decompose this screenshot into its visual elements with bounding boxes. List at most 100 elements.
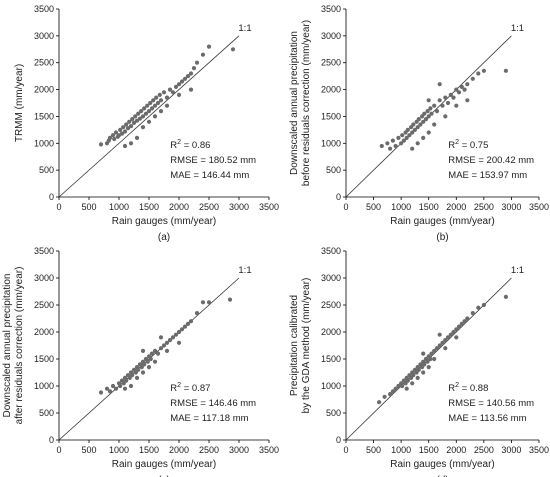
data-point <box>146 365 152 370</box>
data-point <box>459 84 464 89</box>
data-point <box>155 100 161 106</box>
data-point <box>454 327 459 332</box>
y-tick-label: 1000 <box>34 381 54 391</box>
data-point <box>432 348 437 353</box>
data-point <box>122 143 128 149</box>
y-tick-label: 1500 <box>34 354 54 364</box>
data-point <box>411 122 416 127</box>
data-point <box>421 119 426 124</box>
data-point <box>465 82 470 87</box>
data-point <box>404 386 409 391</box>
x-tick-label: 1500 <box>139 445 159 455</box>
data-point <box>134 375 140 380</box>
one-to-one-line <box>58 35 240 198</box>
data-point <box>400 133 405 138</box>
data-point <box>188 319 194 324</box>
data-point <box>451 329 456 335</box>
y-tick-label: 3500 <box>321 4 341 14</box>
data-point <box>401 138 406 143</box>
data-point <box>118 127 123 132</box>
chart-panel-4: 0 500 1000 1500 2000 2500 3000 3500 0 500 1000 1500… <box>289 246 549 477</box>
data-point <box>411 373 416 378</box>
data-point <box>390 389 395 394</box>
y-tick-label: 3500 <box>34 246 54 256</box>
one-to-one-label: 1:1 <box>511 265 524 276</box>
data-point <box>421 351 426 356</box>
data-point <box>110 133 116 138</box>
x-tick-label: 500 <box>81 445 96 455</box>
data-point <box>136 367 141 372</box>
data-point <box>377 400 382 405</box>
data-point <box>396 383 401 389</box>
x-tick-label: 2000 <box>446 202 466 212</box>
x-tick-label: 2500 <box>199 202 219 212</box>
y-tick-label: 500 <box>39 165 54 175</box>
x-tick-label: 3500 <box>259 202 279 212</box>
y-axis-label: after residuals correction (mm/year) <box>14 267 25 425</box>
data-point <box>149 351 155 356</box>
x-tick-label: 1500 <box>139 202 159 212</box>
y-tick-label: 2000 <box>34 85 54 95</box>
data-point <box>104 386 110 391</box>
data-point <box>164 348 170 353</box>
data-point <box>131 120 137 125</box>
data-point <box>423 117 429 122</box>
data-point <box>139 109 144 114</box>
rmse-label: RMSE = 180.52 mm <box>170 155 256 166</box>
x-tick-label: 500 <box>366 445 381 455</box>
data-point <box>130 117 135 122</box>
data-point <box>388 392 393 397</box>
x-tick-label: 2500 <box>474 445 494 455</box>
data-point <box>428 356 433 362</box>
data-point <box>415 375 420 380</box>
y-tick-label: 0 <box>336 435 341 445</box>
data-point <box>440 340 445 345</box>
data-point <box>188 71 194 76</box>
data-point <box>456 324 462 329</box>
data-point <box>465 316 470 321</box>
y-tick-label: 1000 <box>34 138 54 148</box>
data-point <box>136 111 141 116</box>
data-point <box>382 394 387 399</box>
data-point <box>176 340 182 345</box>
data-point <box>393 386 398 391</box>
data-point <box>142 106 147 111</box>
data-point <box>456 90 462 95</box>
data-point <box>142 362 147 367</box>
data-point <box>164 95 170 100</box>
data-point <box>127 119 132 124</box>
data-point <box>421 370 426 375</box>
data-point <box>432 103 437 108</box>
data-point <box>454 103 459 108</box>
data-point <box>164 103 170 108</box>
data-point <box>158 335 164 340</box>
y-axis-label: by the GDA method (mm/year) <box>301 278 312 414</box>
data-point <box>158 109 164 114</box>
y-axis-label: Precipitation calibrated <box>289 295 300 396</box>
data-point <box>440 103 445 108</box>
data-point <box>437 82 442 87</box>
data-point <box>481 302 486 308</box>
data-point <box>122 386 128 391</box>
x-tick-label: 3000 <box>501 202 521 212</box>
data-point <box>404 135 409 140</box>
data-point <box>134 135 140 140</box>
data-point <box>434 346 440 351</box>
data-point <box>146 109 152 114</box>
data-point <box>393 143 398 149</box>
data-point <box>422 111 427 116</box>
y-tick-label: 1000 <box>321 138 341 148</box>
data-point <box>167 338 173 343</box>
y-tick-label: 2000 <box>321 85 341 95</box>
x-tick-label: 3000 <box>501 445 521 455</box>
x-tick-label: 500 <box>81 202 96 212</box>
y-tick-label: 1500 <box>321 111 341 121</box>
x-tick-label: 1000 <box>391 202 411 212</box>
rmse-label: RMSE = 140.56 mm <box>448 398 534 409</box>
data-point <box>405 378 410 383</box>
data-point <box>194 60 200 65</box>
x-tick-label: 1000 <box>391 445 411 455</box>
data-point <box>470 76 475 81</box>
data-point <box>443 346 448 351</box>
